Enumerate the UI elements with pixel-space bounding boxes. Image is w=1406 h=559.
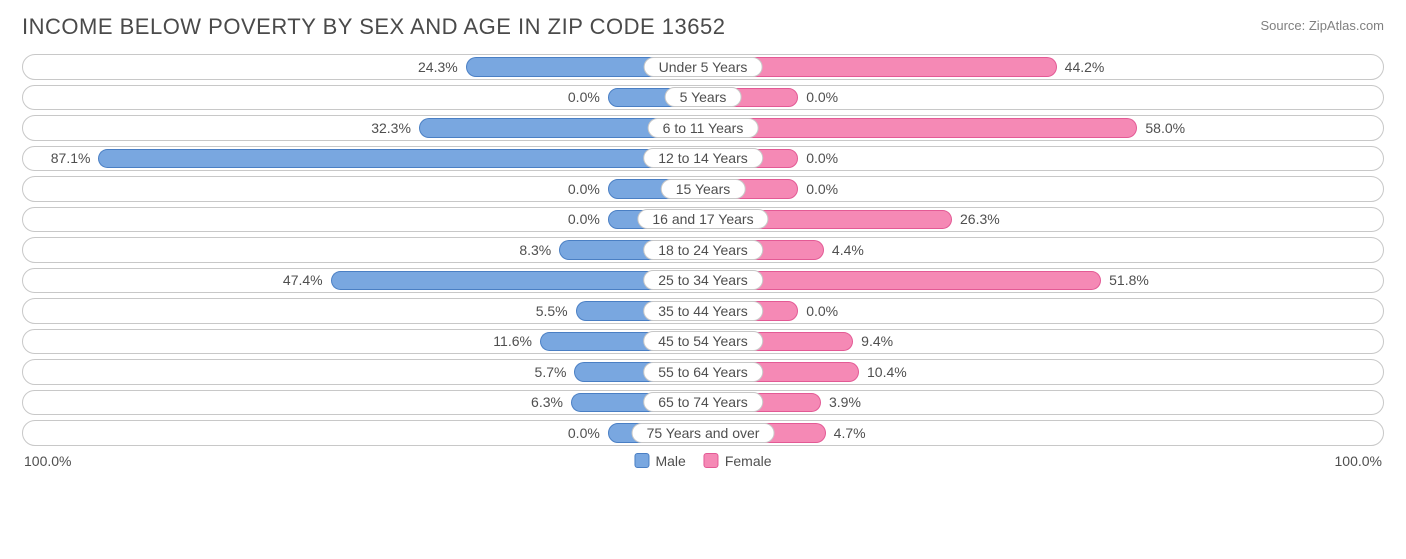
female-value: 0.0% — [806, 150, 838, 166]
male-bar — [98, 149, 703, 169]
female-value: 26.3% — [960, 211, 1000, 227]
male-value: 0.0% — [568, 181, 600, 197]
male-value: 6.3% — [531, 394, 563, 410]
male-value: 5.7% — [535, 364, 567, 380]
female-value: 51.8% — [1109, 272, 1149, 288]
chart-row: 87.1% 0.0% 12 to 14 Years — [22, 146, 1384, 172]
legend-female-label: Female — [725, 453, 772, 469]
chart-row: 32.3% 58.0% 6 to 11 Years — [22, 115, 1384, 141]
category-label: 25 to 34 Years — [643, 270, 763, 290]
chart-row: 6.3% 3.9% 65 to 74 Years — [22, 390, 1384, 416]
category-label: 12 to 14 Years — [643, 148, 763, 168]
male-value: 24.3% — [418, 59, 458, 75]
chart-title: INCOME BELOW POVERTY BY SEX AND AGE IN Z… — [22, 14, 725, 40]
category-label: 55 to 64 Years — [643, 362, 763, 382]
female-value: 58.0% — [1145, 120, 1185, 136]
chart-row: 11.6% 9.4% 45 to 54 Years — [22, 329, 1384, 355]
legend-male: Male — [634, 453, 685, 469]
female-value: 10.4% — [867, 364, 907, 380]
male-value: 32.3% — [371, 120, 411, 136]
female-value: 9.4% — [861, 333, 893, 349]
male-value: 0.0% — [568, 425, 600, 441]
legend-female: Female — [704, 453, 772, 469]
source-attribution: Source: ZipAtlas.com — [1260, 14, 1384, 33]
category-label: 65 to 74 Years — [643, 392, 763, 412]
chart-row: 47.4% 51.8% 25 to 34 Years — [22, 268, 1384, 294]
category-label: 45 to 54 Years — [643, 331, 763, 351]
category-label: 75 Years and over — [632, 423, 775, 443]
category-label: 15 Years — [661, 179, 746, 199]
chart-row: 0.0% 4.7% 75 Years and over — [22, 420, 1384, 446]
male-value: 11.6% — [493, 333, 532, 349]
female-value: 44.2% — [1065, 59, 1105, 75]
category-label: 6 to 11 Years — [648, 118, 759, 138]
male-value: 87.1% — [51, 150, 91, 166]
category-label: 16 and 17 Years — [637, 209, 768, 229]
category-label: 18 to 24 Years — [643, 240, 763, 260]
female-value: 0.0% — [806, 89, 838, 105]
axis-right-label: 100.0% — [1335, 453, 1382, 469]
chart-area: 24.3% 44.2% Under 5 Years 0.0% 0.0% 5 Years 32… — [0, 50, 1406, 446]
female-swatch — [704, 453, 719, 468]
chart-row: 5.7% 10.4% 55 to 64 Years — [22, 359, 1384, 385]
male-value: 5.5% — [536, 303, 568, 319]
chart-row: 5.5% 0.0% 35 to 44 Years — [22, 298, 1384, 324]
female-bar — [703, 118, 1137, 138]
chart-row: 0.0% 0.0% 15 Years — [22, 176, 1384, 202]
legend-male-label: Male — [655, 453, 685, 469]
axis-row: 100.0% Male Female 100.0% — [0, 451, 1406, 469]
male-value: 0.0% — [568, 211, 600, 227]
category-label: 35 to 44 Years — [643, 301, 763, 321]
male-value: 8.3% — [519, 242, 551, 258]
female-value: 0.0% — [806, 303, 838, 319]
male-value: 47.4% — [283, 272, 323, 288]
male-swatch — [634, 453, 649, 468]
legend: Male Female — [634, 453, 771, 469]
chart-row: 24.3% 44.2% Under 5 Years — [22, 54, 1384, 80]
chart-row: 0.0% 26.3% 16 and 17 Years — [22, 207, 1384, 233]
category-label: Under 5 Years — [644, 57, 763, 77]
female-value: 4.7% — [834, 425, 866, 441]
chart-row: 0.0% 0.0% 5 Years — [22, 85, 1384, 111]
female-value: 4.4% — [832, 242, 864, 258]
category-label: 5 Years — [665, 87, 742, 107]
female-value: 0.0% — [806, 181, 838, 197]
axis-left-label: 100.0% — [24, 453, 71, 469]
chart-row: 8.3% 4.4% 18 to 24 Years — [22, 237, 1384, 263]
male-value: 0.0% — [568, 89, 600, 105]
female-value: 3.9% — [829, 394, 861, 410]
